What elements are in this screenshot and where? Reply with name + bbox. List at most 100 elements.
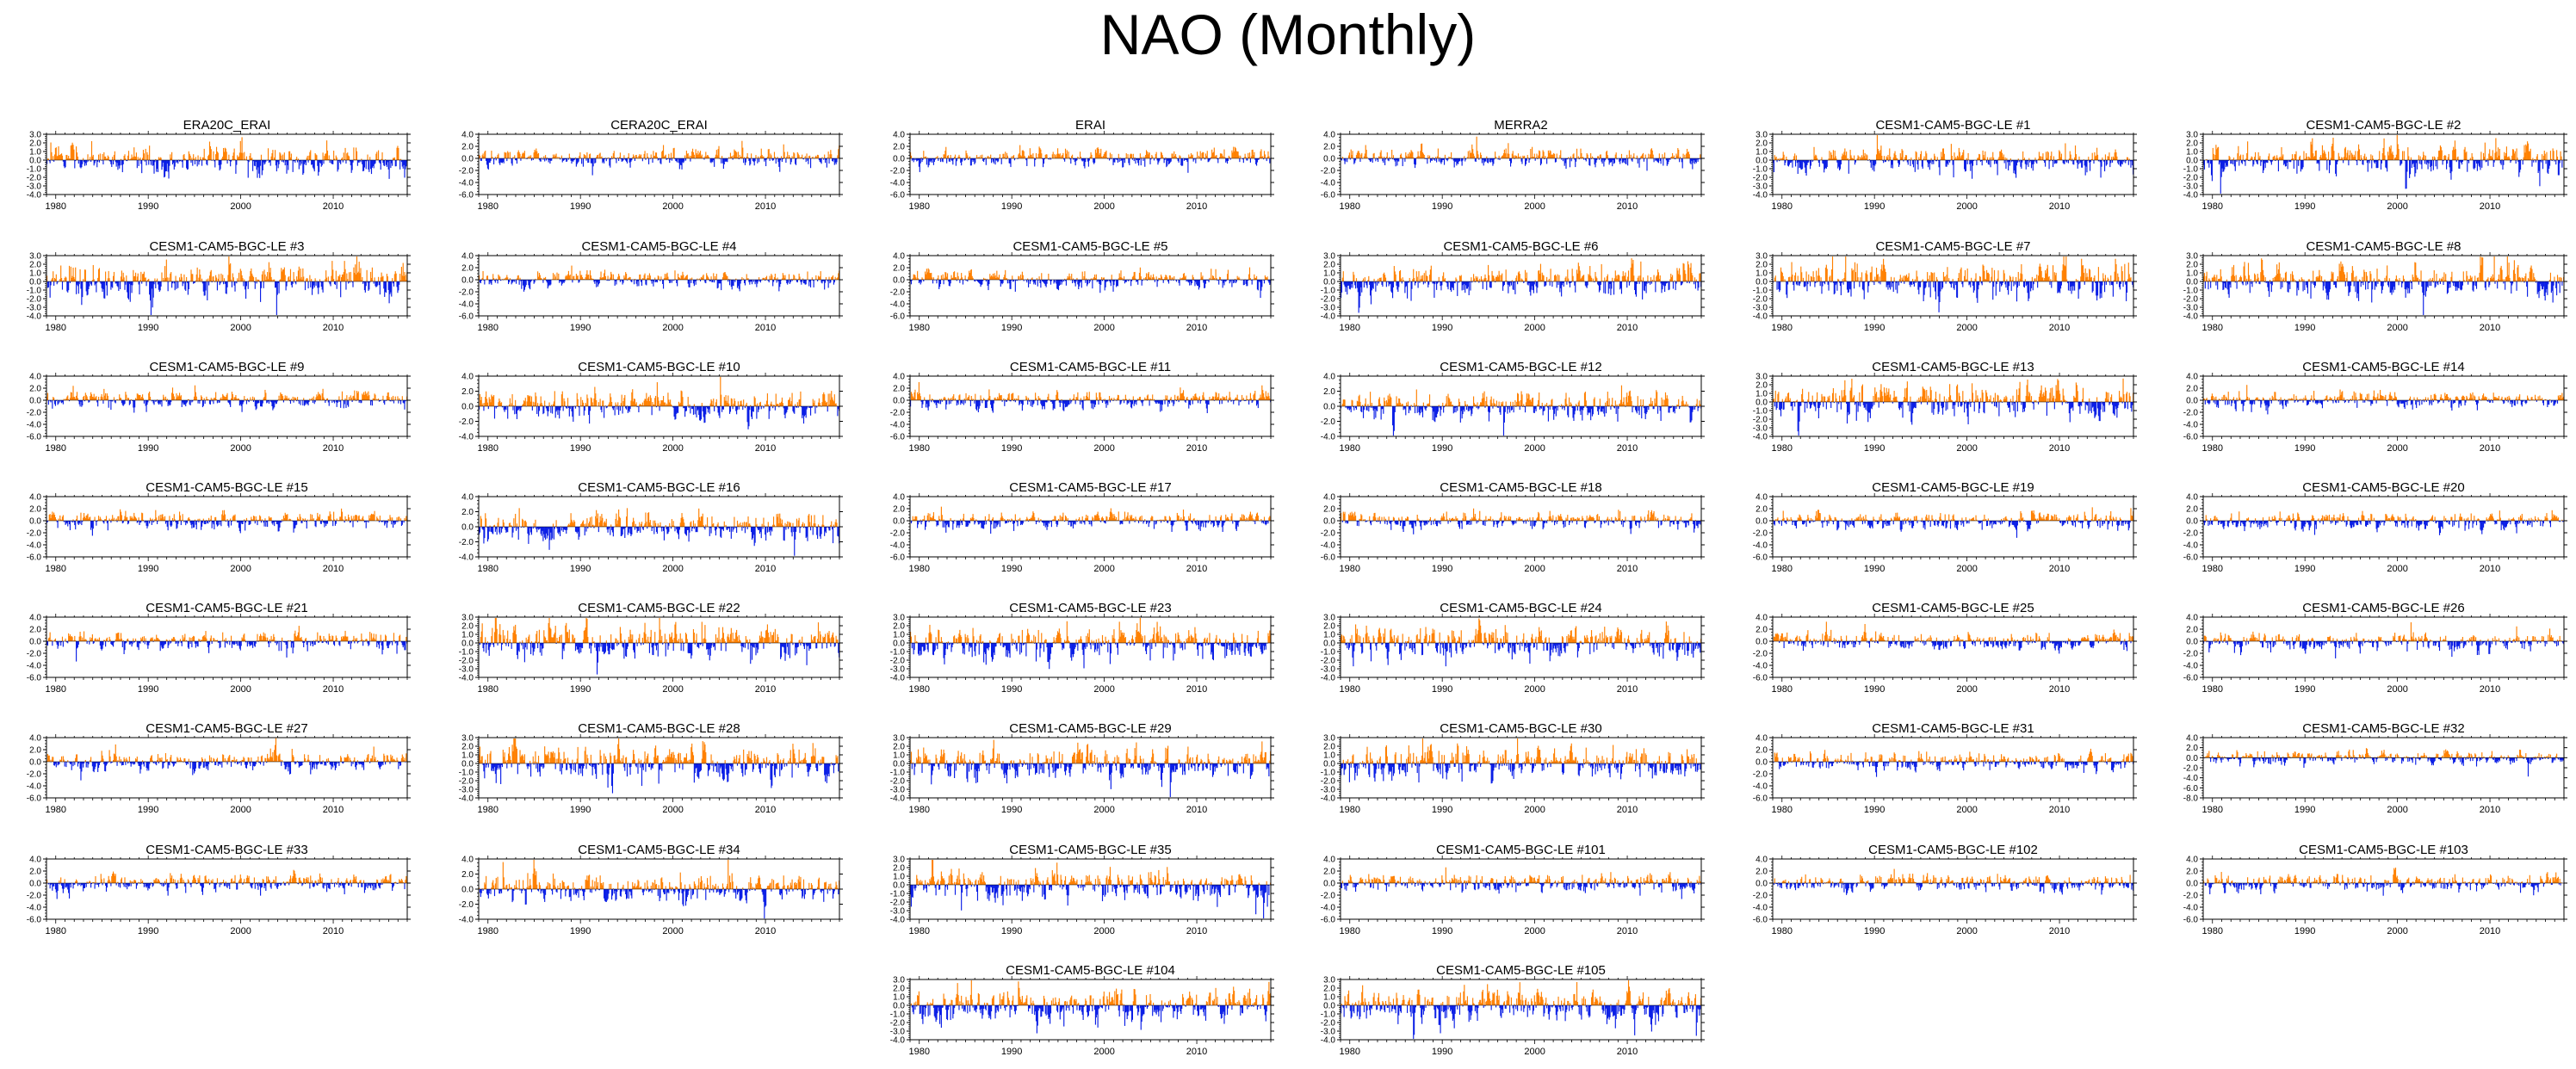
nao-bar	[806, 153, 808, 158]
nao-bar	[296, 276, 298, 281]
x-tick-label: 1990	[2294, 201, 2315, 212]
nao-bar	[82, 281, 84, 298]
nao-bar	[240, 270, 242, 281]
nao-bar	[624, 158, 626, 160]
nao-bar	[76, 281, 77, 294]
nao-bar	[2319, 157, 2321, 160]
nao-bar	[1899, 153, 1901, 160]
nao-bar	[1521, 158, 1523, 164]
nao-bar	[1986, 160, 1988, 163]
nao-bar	[274, 157, 276, 160]
nao-bar	[2128, 158, 2130, 160]
nao-bar	[1656, 158, 1659, 163]
nao-bar	[1216, 155, 1217, 158]
nao-bar	[1591, 156, 1594, 158]
panel-title: MERRA2	[1494, 118, 1548, 133]
nao-bar	[717, 280, 719, 288]
nao-bar	[585, 277, 586, 280]
nao-bar	[2506, 157, 2508, 160]
nao-bar	[1780, 158, 1782, 160]
nao-bar	[350, 160, 351, 166]
nao-bar	[594, 158, 596, 164]
nao-bar	[2353, 154, 2355, 160]
nao-bar	[1163, 158, 1165, 164]
nao-bar	[1437, 148, 1439, 158]
nao-bar	[1018, 154, 1019, 158]
nao-bar	[2331, 146, 2332, 160]
nao-bar	[121, 160, 122, 165]
nao-bar	[1209, 158, 1211, 161]
nao-bar	[978, 157, 980, 158]
nao-bar	[1842, 155, 1844, 160]
nao-bar	[1135, 158, 1136, 164]
nao-bar	[568, 153, 570, 158]
nao-bar	[87, 281, 89, 295]
nao-bar	[1353, 158, 1355, 164]
nao-bar	[790, 158, 792, 163]
nao-bar	[1132, 153, 1134, 158]
nao-bar	[828, 158, 830, 164]
nao-bar	[127, 151, 130, 160]
nao-bar	[1130, 153, 1132, 158]
x-tick-label: 2010	[323, 323, 344, 333]
nao-bar	[2536, 156, 2537, 160]
nao-bar	[1892, 157, 1894, 160]
nao-bar	[2010, 160, 2012, 163]
nao-bar	[825, 158, 827, 160]
nao-bar	[1846, 151, 1848, 160]
nao-bar	[714, 158, 715, 167]
nao-bar	[934, 158, 936, 160]
nao-bar	[700, 277, 702, 280]
nao-bar	[1626, 154, 1628, 158]
nao-bar	[2314, 151, 2316, 160]
nao-bar	[184, 281, 186, 290]
nao-bar	[2295, 151, 2297, 160]
nao-bar	[1679, 158, 1681, 163]
nao-bar	[833, 158, 834, 160]
nao-bar	[143, 153, 145, 160]
nao-bar	[1876, 135, 1879, 160]
nao-bar	[705, 151, 707, 158]
nao-bar	[786, 280, 788, 284]
nao-bar	[971, 158, 973, 160]
nao-bar	[127, 155, 129, 160]
nao-bar	[278, 160, 280, 164]
nao-bar	[754, 280, 756, 285]
nao-bar	[2409, 160, 2412, 175]
nao-bar	[356, 151, 358, 160]
nao-bar	[1774, 158, 1776, 160]
nao-bar	[770, 153, 771, 158]
nao-bar	[747, 278, 749, 280]
nao-bar	[2053, 156, 2055, 160]
nao-bar	[529, 280, 531, 290]
nao-bar	[557, 157, 559, 158]
nao-bar	[59, 278, 61, 281]
nao-bar	[2517, 160, 2519, 163]
nao-bar	[798, 155, 800, 158]
nao-bar	[643, 275, 645, 280]
nao-bar	[1853, 158, 1855, 160]
nao-bar	[2272, 157, 2274, 160]
nao-bar	[2494, 152, 2496, 160]
nao-bar	[198, 277, 200, 281]
nao-bar	[266, 276, 268, 281]
nao-bar	[1138, 158, 1141, 161]
nao-bar	[2285, 160, 2287, 167]
nao-bar	[1507, 153, 1508, 158]
nao-bar	[1155, 151, 1157, 158]
nao-bar	[405, 275, 406, 281]
nao-bar	[1567, 158, 1569, 160]
nao-bar	[331, 261, 333, 281]
nao-bar	[528, 280, 529, 286]
nao-bar	[684, 158, 687, 161]
nao-bar	[814, 157, 816, 158]
nao-bar	[2392, 151, 2393, 160]
nao-bar	[220, 160, 222, 165]
x-tick-label: 2010	[1617, 201, 1638, 212]
nao-bar	[1061, 155, 1062, 158]
nao-bar	[1489, 158, 1491, 163]
nao-bar	[295, 281, 297, 285]
y-tick-label: -2.0	[1321, 167, 1336, 176]
nao-bar	[226, 281, 228, 287]
nao-bar	[2370, 154, 2372, 160]
